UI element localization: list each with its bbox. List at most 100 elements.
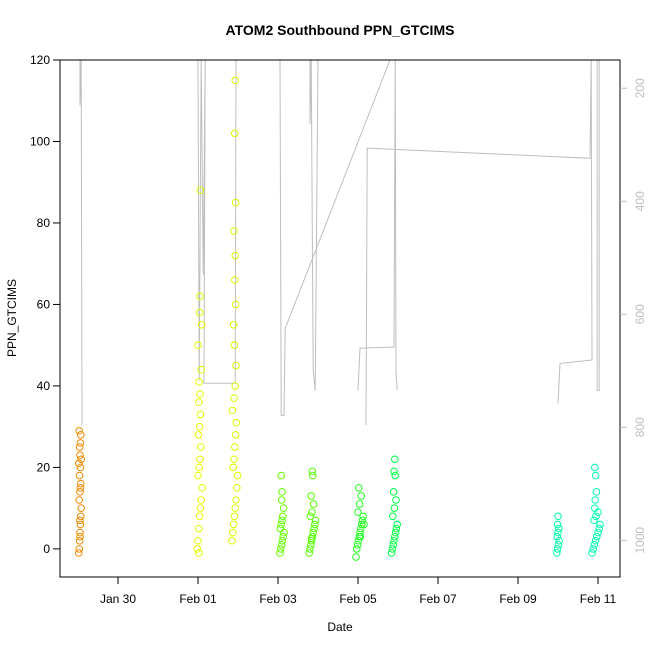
- data-point: [389, 541, 398, 549]
- data-point: [357, 492, 366, 500]
- x-tick-label: Feb 11: [580, 592, 617, 606]
- data-point: [195, 463, 203, 472]
- data-point: [356, 532, 365, 541]
- data-point: [194, 341, 202, 349]
- data-point: [76, 528, 84, 537]
- data-point: [75, 545, 83, 553]
- data-point: [306, 512, 315, 521]
- data-point: [231, 129, 239, 138]
- x-tick-label: Feb 03: [259, 592, 297, 606]
- data-point: [196, 504, 205, 512]
- data-point: [276, 549, 284, 557]
- data-point: [231, 443, 239, 451]
- data-point: [357, 520, 366, 529]
- data-point: [197, 443, 205, 451]
- data-point: [230, 394, 238, 402]
- data-point: [231, 431, 240, 439]
- data-point: [555, 536, 564, 545]
- data-point: [276, 524, 285, 533]
- data-point: [196, 455, 204, 464]
- data-point: [389, 488, 398, 496]
- data-point: [311, 516, 320, 525]
- data-point: [76, 439, 85, 447]
- data-point: [308, 467, 317, 476]
- data-point: [195, 549, 203, 557]
- data-point: [77, 479, 85, 488]
- data-point: [75, 536, 84, 545]
- data-point: [76, 463, 85, 472]
- data-point: [352, 553, 360, 561]
- data-point: [193, 545, 201, 553]
- chart-title: ATOM2 Southbound PPN_GTCIMS: [226, 22, 455, 38]
- y-tick-label: 20: [37, 460, 51, 474]
- data-point: [195, 308, 204, 317]
- data-point: [196, 390, 204, 398]
- x-tick-label: Feb 09: [499, 592, 537, 606]
- data-point: [391, 532, 399, 541]
- data-point: [278, 536, 287, 545]
- data-point: [197, 321, 206, 329]
- data-point: [355, 483, 363, 492]
- data-point: [77, 431, 85, 439]
- data-point: [277, 496, 286, 504]
- plot-frame: [59, 59, 621, 578]
- data-point: [231, 76, 239, 85]
- data-point: [279, 504, 288, 512]
- x-tick-label: Feb 01: [179, 592, 217, 606]
- data-point: [231, 276, 239, 284]
- data-point: [391, 471, 400, 480]
- data-point: [391, 528, 400, 537]
- data-point: [198, 483, 206, 492]
- line-series: [79, 60, 600, 426]
- data-point: [77, 512, 85, 521]
- data-point: [592, 512, 600, 521]
- data-point: [232, 361, 240, 370]
- data-point: [77, 455, 85, 464]
- data-point: [231, 504, 239, 512]
- data-point: [278, 488, 286, 496]
- data-point: [388, 545, 397, 553]
- data-point: [595, 524, 604, 533]
- y2-tick-label: 400: [633, 191, 647, 211]
- x-axis-title: Date: [327, 620, 353, 634]
- data-point: [231, 251, 239, 260]
- data-point: [307, 536, 316, 545]
- data-point: [354, 508, 362, 517]
- data-point: [354, 536, 363, 545]
- data-point: [75, 426, 83, 435]
- y-tick-label: 60: [37, 297, 51, 311]
- data-point: [231, 198, 240, 207]
- y-axis-title: PPN_GTCIMS: [5, 279, 19, 357]
- data-point: [75, 471, 84, 480]
- data-point: [554, 541, 563, 549]
- x-tick-label: Feb 07: [419, 592, 457, 606]
- data-point: [277, 471, 286, 480]
- data-point: [307, 492, 316, 500]
- data-point: [277, 541, 286, 549]
- data-point: [194, 431, 203, 439]
- data-point: [554, 512, 562, 521]
- data-point: [197, 496, 205, 504]
- y-tick-label: 120: [30, 53, 50, 67]
- data-point: [393, 520, 402, 529]
- data-point: [75, 549, 83, 557]
- data-point: [591, 504, 599, 512]
- data-point: [306, 545, 314, 553]
- data-point: [194, 471, 202, 480]
- data-point: [589, 545, 598, 553]
- data-point: [75, 496, 83, 504]
- data-point: [195, 398, 203, 407]
- data-point: [76, 520, 85, 529]
- y2-tick-label: 1000: [633, 527, 647, 554]
- data-point: [590, 516, 598, 525]
- data-point: [196, 410, 205, 419]
- data-point: [76, 488, 84, 496]
- data-point: [390, 536, 398, 545]
- data-point: [353, 545, 361, 553]
- data-point: [310, 524, 318, 533]
- data-point: [233, 483, 241, 492]
- data-point: [75, 443, 84, 451]
- y-tick-label: 0: [43, 542, 50, 556]
- data-point: [195, 512, 204, 521]
